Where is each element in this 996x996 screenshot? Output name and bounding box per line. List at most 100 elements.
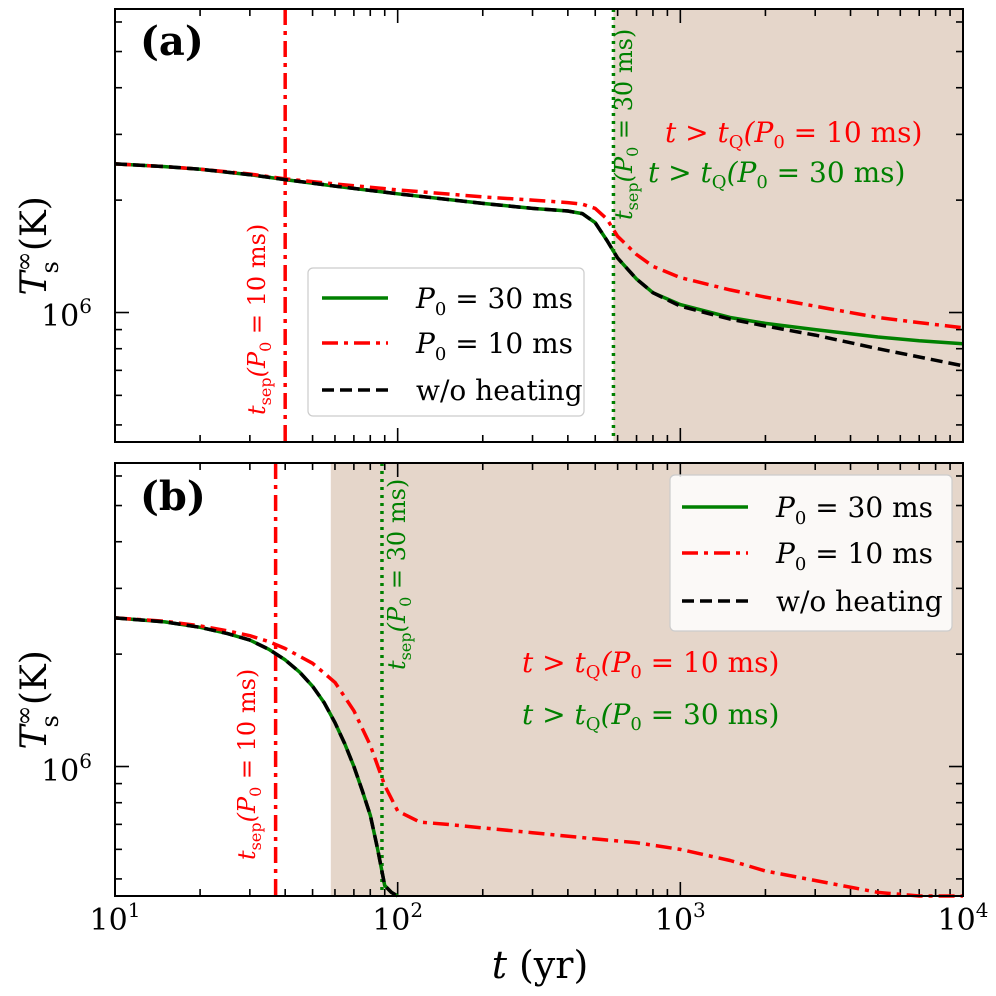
legend: P0 = 30 ms P0 = 10 ms w/o heating [669, 474, 953, 632]
series-line-0 [114, 616, 399, 898]
tsep-label-10ms: tsep(P0 = 10 ms) [243, 224, 275, 415]
ann-gt: > [533, 646, 574, 679]
tsep-rest: (P [383, 606, 411, 632]
panel-b: (b) tsep(P0 = 10 ms) tsep(P0 = 30 ms) t … [10, 462, 989, 987]
ann-val: = 10 ms) [785, 116, 923, 149]
tsep-label-10ms: tsep(P0 = 10 ms) [233, 669, 265, 860]
series-line-1 [114, 162, 964, 346]
ylabel-sup: ∞ [10, 705, 38, 725]
legend-rest: w/o heating [416, 374, 583, 407]
ann-q: Q [712, 172, 727, 193]
ann-tq: t [575, 646, 587, 679]
ann-tq: t [575, 698, 587, 731]
separation-lines [283, 9, 616, 442]
y-tick-label: 106 [41, 749, 92, 789]
legend-p: P [415, 282, 436, 315]
tq-annotation-30ms: t > tQ(P0 = 30 ms) [522, 698, 779, 735]
x-tick-base: 10 [372, 903, 410, 938]
series-lines [114, 616, 963, 898]
y-tick-label: 106 [41, 294, 92, 334]
tsep-t: t [233, 850, 261, 860]
legend-box [669, 474, 953, 632]
legend-label-10ms: P0 = 10 ms [415, 327, 573, 365]
legend-label-30ms: P0 = 30 ms [775, 491, 933, 529]
x-tick-base: 10 [938, 903, 976, 938]
plot-frame [114, 8, 964, 443]
legend-p: P [775, 537, 796, 570]
series-lines [114, 162, 964, 368]
x-tick-exp: 2 [410, 898, 423, 922]
tsep-rest: (P [243, 351, 271, 377]
ylabel-sup: ∞ [10, 251, 38, 271]
tq-shaded-region [613, 9, 963, 442]
tq-annotation-10ms: t > tQ(P0 = 10 ms) [665, 116, 922, 153]
x-tick-base: 10 [655, 903, 693, 938]
axis-ticks [114, 9, 963, 442]
legend-p-sub: 0 [435, 299, 446, 320]
ann-q: Q [586, 662, 601, 683]
tsep-t: t [383, 660, 411, 670]
legend-rest: = 30 ms [806, 491, 933, 524]
ann-p0: 0 [773, 132, 784, 153]
y-tick-base: 10 [41, 754, 79, 789]
x-tick-label: 104 [938, 898, 989, 938]
ann-gt: > [659, 156, 700, 189]
panel-label: (b) [140, 473, 206, 520]
legend-p: P [775, 491, 796, 524]
tsep-label-30ms: tsep(P0 = 30 ms) [383, 479, 415, 670]
x-tick-base: 10 [90, 903, 128, 938]
x-axis-label: t (yr) [492, 943, 589, 987]
ann-t: t [665, 116, 677, 149]
y-tick-exp: 6 [79, 294, 92, 318]
tsep-label-30ms: tsep(P0 = 30 ms) [610, 29, 642, 220]
ann-val: = 30 ms) [768, 156, 906, 189]
legend-rest: = 10 ms [806, 537, 933, 570]
legend-label-no-heating: w/o heating [416, 374, 583, 407]
ann-gt: > [676, 116, 717, 149]
ylabel-var: T [14, 723, 55, 750]
tq-annotation-30ms: t > tQ(P0 = 30 ms) [648, 156, 905, 193]
legend-p-sub: 0 [435, 344, 446, 365]
ann-q: Q [729, 132, 744, 153]
x-tick-exp: 1 [128, 898, 141, 922]
ann-t: t [522, 698, 534, 731]
ylabel-sub: s [36, 261, 64, 273]
ann-p0: 0 [630, 714, 641, 735]
ann-p0: 0 [756, 172, 767, 193]
tsep-sub: sep [256, 377, 275, 405]
legend-rest: = 10 ms [446, 327, 573, 360]
ann-tq: t [701, 156, 713, 189]
tsep-rest: (P [233, 796, 261, 822]
tsep-tail: = 30 ms) [383, 479, 411, 597]
tsep-sub: sep [396, 632, 415, 660]
plot-frame [114, 462, 964, 897]
series-line-2 [114, 162, 964, 330]
ann-p: (P [744, 116, 775, 149]
tsep-t: t [243, 405, 271, 415]
ann-t: t [648, 156, 660, 189]
ann-gt: > [533, 698, 574, 731]
panel-label: (a) [140, 18, 204, 65]
tq-annotation-10ms: t > tQ(P0 = 10 ms) [522, 646, 779, 683]
x-tick-exp: 3 [693, 898, 706, 922]
ann-p: (P [601, 646, 632, 679]
ann-p: (P [601, 698, 632, 731]
axis-ticks [114, 463, 963, 896]
ylabel-sub: s [36, 715, 64, 727]
ann-val: = 30 ms) [642, 698, 780, 731]
separation-lines [273, 463, 384, 896]
legend-label-30ms: P0 = 30 ms [415, 282, 573, 320]
y-tick-base: 10 [41, 299, 79, 334]
ylabel-unit: (K) [14, 650, 55, 705]
panel-a: (a) tsep(P0 = 10 ms) tsep(P0 = 30 ms) t … [10, 8, 964, 443]
tsep-p-sub: 0 [623, 147, 642, 157]
x-tick-label: 102 [372, 898, 423, 938]
ann-p0: 0 [630, 662, 641, 683]
x-tick-labels: 101 102 103 104 [90, 898, 989, 938]
tsep-p-sub: 0 [256, 342, 275, 352]
x-tick-exp: 4 [976, 898, 989, 922]
ylabel-var: T [14, 269, 55, 296]
ann-t: t [522, 646, 534, 679]
ylabel-unit: (K) [14, 196, 55, 251]
